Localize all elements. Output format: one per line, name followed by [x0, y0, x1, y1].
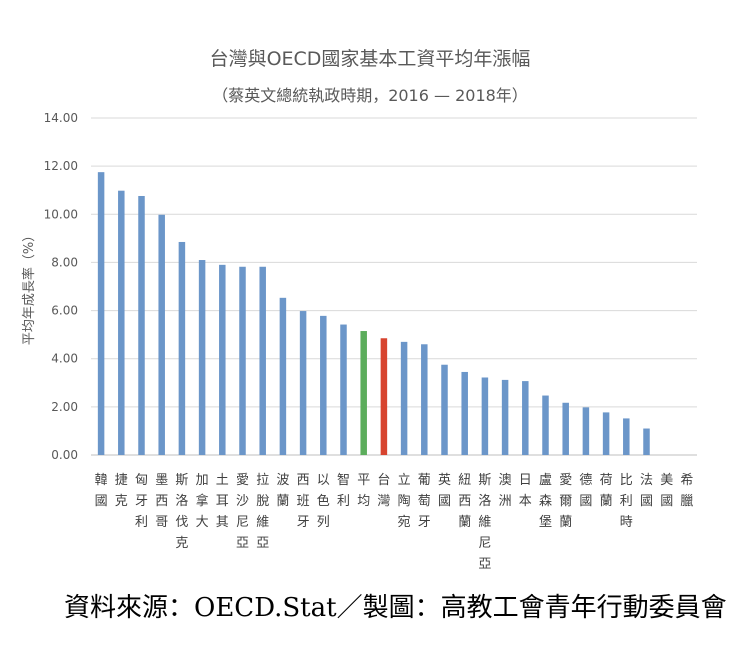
bar	[481, 377, 489, 455]
category-label: 希臘	[680, 473, 693, 509]
category-label: 葡萄牙	[418, 473, 431, 530]
bar	[501, 379, 509, 455]
category-label: 墨西哥	[155, 473, 168, 530]
y-tick-label: 12.00	[44, 159, 78, 173]
y-tick-label: 4.00	[51, 352, 78, 366]
category-label: 斯洛維尼亞	[478, 473, 491, 572]
chart-title: 台灣與OECD國家基本工資平均年漲幅	[210, 48, 531, 70]
y-axis-label: 平均年成長率（%）	[21, 229, 37, 345]
bar	[279, 297, 287, 455]
source-credit: 資料來源：OECD.Stat／製圖：高教工會青年行動委員會	[64, 593, 727, 623]
category-label: 德國	[579, 473, 592, 509]
bar	[380, 338, 388, 455]
bar	[421, 344, 428, 455]
bar	[400, 341, 408, 455]
category-label: 平均	[357, 473, 370, 509]
category-label: 英國	[438, 473, 451, 509]
bar	[643, 428, 650, 455]
category-label: 韓國	[95, 473, 108, 509]
category-label: 以色列	[317, 473, 330, 530]
category-label: 法國	[640, 473, 653, 509]
category-label: 西班牙	[297, 473, 310, 530]
category-label: 澳洲	[499, 472, 512, 509]
category-label: 台灣	[377, 473, 390, 509]
category-label: 美國	[660, 473, 673, 509]
category-label: 波蘭	[276, 473, 289, 509]
y-tick-label: 8.00	[51, 255, 78, 269]
bar	[562, 402, 569, 455]
bar	[299, 311, 307, 455]
category-label: 荷蘭	[600, 473, 613, 509]
category-label: 立陶宛	[398, 473, 411, 530]
bar	[360, 331, 367, 455]
bar	[158, 214, 165, 455]
category-labels: 韓國捷克匈牙利墨西哥斯洛伐克加拿大土耳其愛沙尼亞拉脫維亞波蘭西班牙以色列智利平均…	[95, 472, 694, 572]
category-label: 斯洛伐克	[175, 473, 188, 551]
bars	[97, 172, 650, 456]
bar	[602, 412, 610, 455]
y-tick-label: 0.00	[51, 448, 78, 462]
bar	[138, 195, 145, 455]
category-label: 愛爾蘭	[559, 473, 572, 530]
bar	[340, 324, 347, 455]
category-label: 捷克	[115, 473, 128, 509]
category-label: 匈牙利	[135, 473, 148, 530]
bar	[582, 407, 590, 455]
y-tick-label: 2.00	[51, 400, 78, 414]
bar	[97, 172, 105, 456]
bar	[198, 260, 206, 455]
bar	[461, 371, 468, 455]
y-tick-label: 14.00	[44, 111, 78, 125]
category-label: 日本	[519, 473, 532, 509]
category-label: 加拿大	[196, 473, 209, 530]
chart-subtitle: （蔡英文總統執政時期，2016 — 2018年）	[212, 86, 528, 105]
bar	[259, 266, 266, 455]
category-label: 盧森堡	[539, 473, 552, 530]
bar	[239, 266, 246, 455]
bar	[219, 264, 226, 455]
category-label: 比利時	[620, 473, 633, 530]
bar	[623, 418, 630, 455]
y-tick-label: 10.00	[44, 207, 78, 221]
category-label: 土耳其	[216, 473, 229, 530]
y-axis-ticks: 0.00 2.00 4.00 6.00 8.00 10.00 12.00 14.00	[44, 111, 78, 462]
bar	[320, 315, 327, 455]
category-label: 拉脫維亞	[256, 473, 269, 551]
category-label: 愛沙尼亞	[236, 473, 249, 551]
category-label: 智利	[337, 473, 350, 509]
y-tick-label: 6.00	[51, 304, 78, 318]
bar	[441, 364, 448, 455]
bar	[522, 381, 529, 455]
bar	[178, 241, 186, 455]
bar	[542, 395, 549, 455]
category-label: 紐西蘭	[458, 473, 471, 530]
gridlines	[91, 117, 697, 456]
bar	[118, 190, 125, 455]
